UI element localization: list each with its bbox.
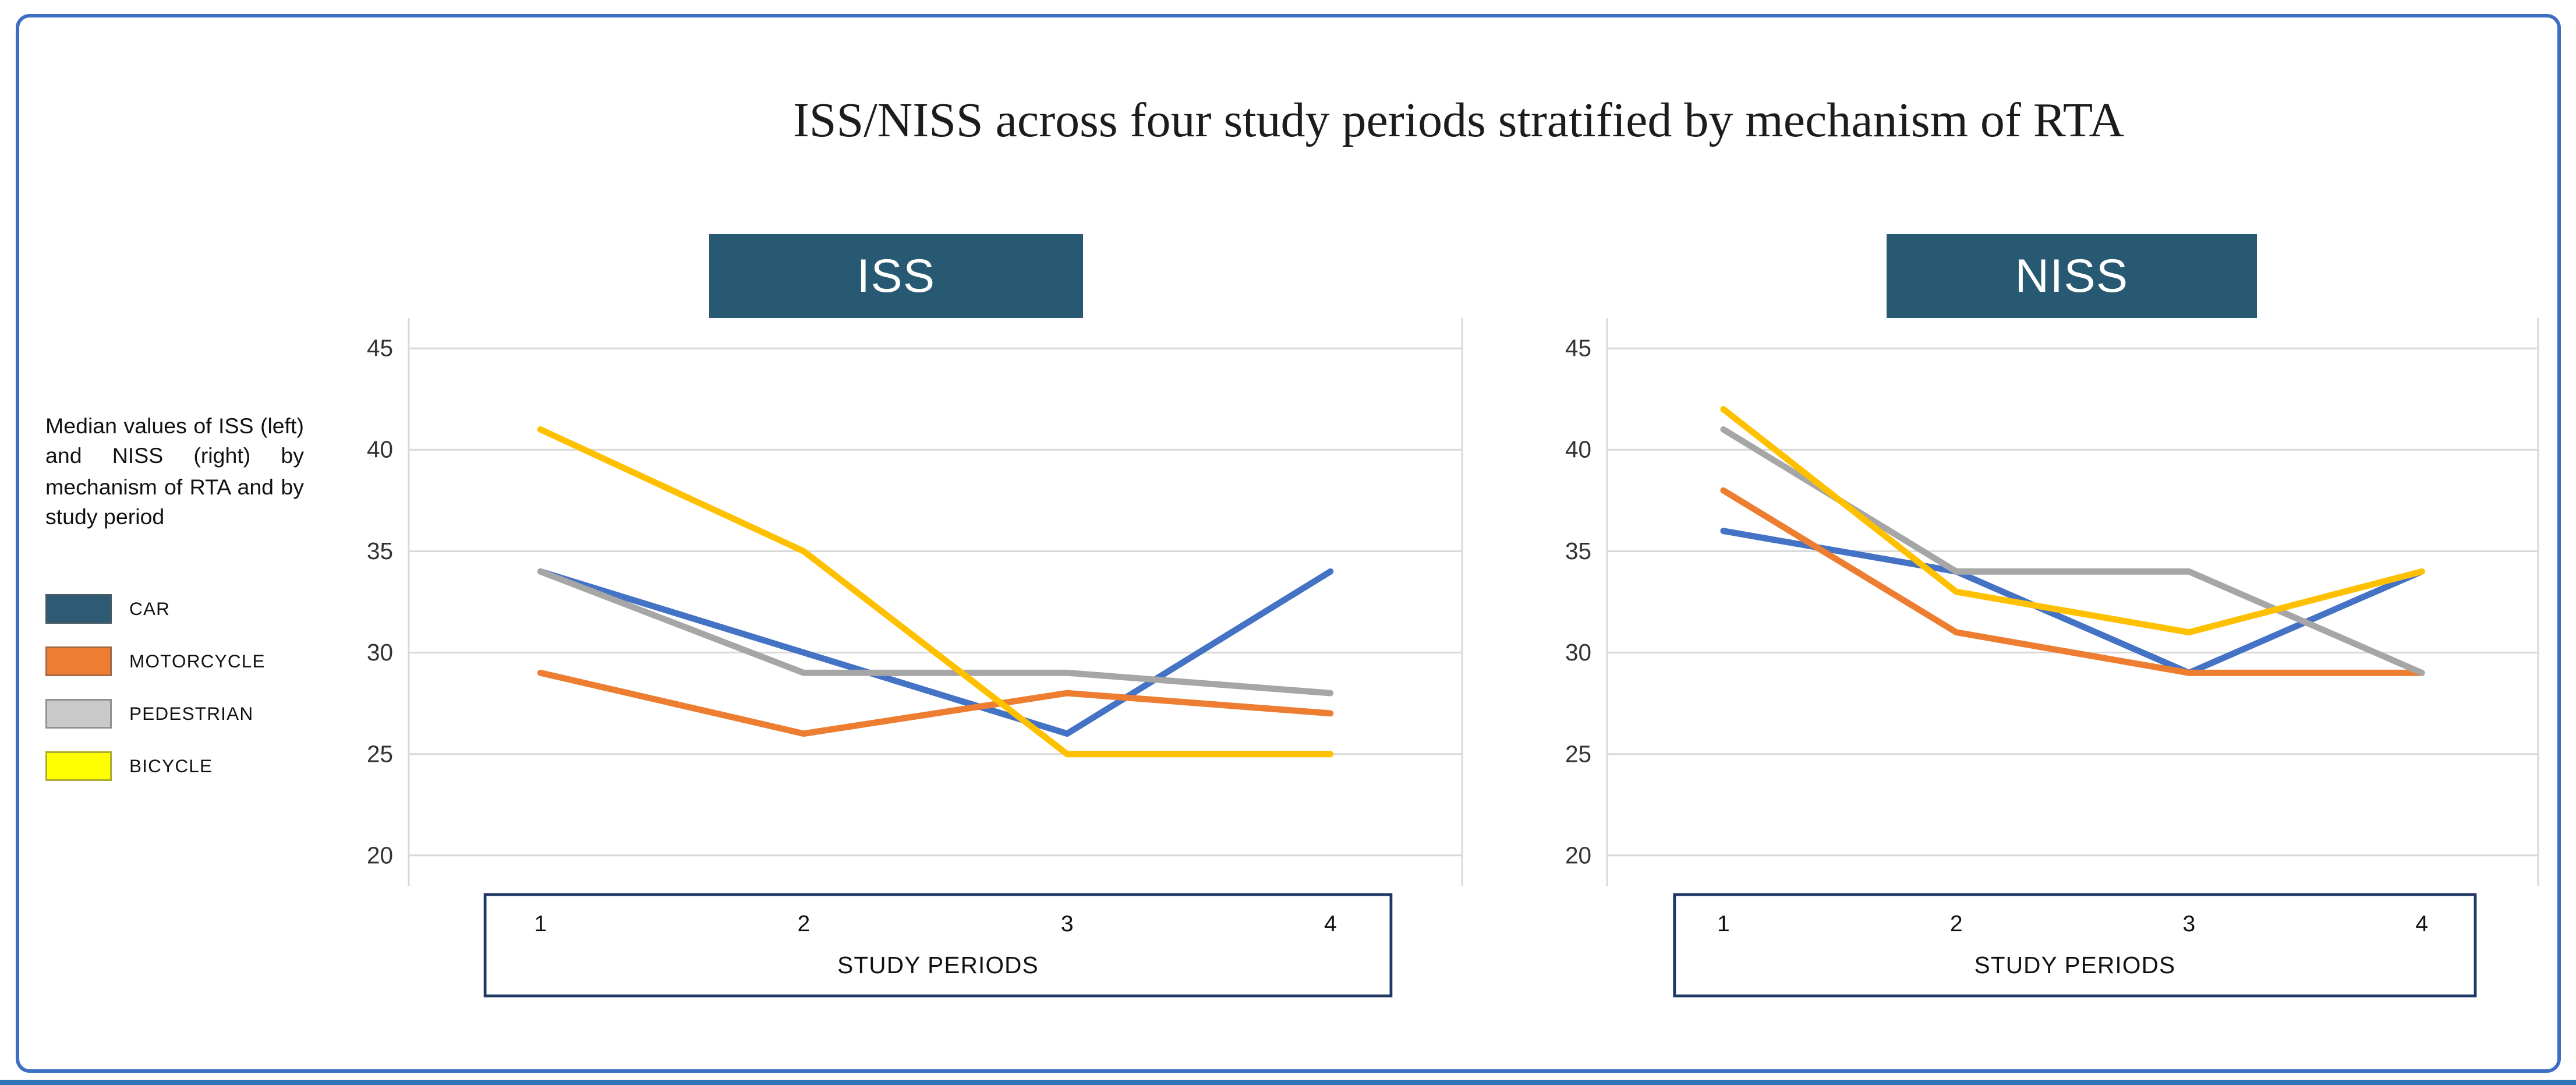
niss-chart: 20 25 30 35 40 45 1 2 3 4 STUDY PERIODS xyxy=(1534,301,2556,1029)
y-axis-tick-label: 35 xyxy=(1565,538,1591,564)
legend-label: MOTORCYCLE xyxy=(129,651,266,672)
figure-title: ISS/NISS across four study periods strat… xyxy=(792,94,2125,149)
series-line-bicycle xyxy=(1720,406,2425,636)
series-line-motorcycle xyxy=(537,669,1334,737)
niss-chart-title-badge: NISS xyxy=(1887,234,2257,318)
iss-chart-title-badge: ISS xyxy=(709,234,1083,318)
y-axis-tick-label: 40 xyxy=(367,436,393,463)
y-axis-tick-label: 35 xyxy=(367,538,393,564)
x-axis-title: STUDY PERIODS xyxy=(1975,952,2176,978)
pedestrian-color-swatch xyxy=(45,699,112,729)
y-axis-tick-label: 30 xyxy=(367,639,393,666)
x-axis-tick-label: 1 xyxy=(534,911,547,936)
bicycle-color-swatch xyxy=(45,751,112,781)
y-axis-tick-label: 20 xyxy=(1565,842,1591,868)
y-axis-tick-label: 25 xyxy=(1565,740,1591,767)
x-axis-tick-label: 1 xyxy=(1717,911,1730,936)
y-axis-tick-label: 40 xyxy=(1565,436,1591,463)
legend-label: PEDESTRIAN xyxy=(129,703,254,724)
x-axis-tick-label: 2 xyxy=(1950,911,1963,936)
x-axis-tick-label: 3 xyxy=(2182,911,2195,936)
y-axis-tick-label: 25 xyxy=(367,740,393,767)
legend-item-motorcycle: MOTORCYCLE xyxy=(45,646,266,676)
legend: CAR MOTORCYCLE PEDESTRIAN BICYCLE xyxy=(45,594,266,804)
bottom-border-rule xyxy=(0,1080,2576,1085)
legend-label: CAR xyxy=(129,598,171,620)
niss-plot-svg: 20 25 30 35 40 45 1 2 3 4 STUDY PERIODS xyxy=(1565,318,2539,998)
series-line-bicycle xyxy=(537,426,1334,758)
x-axis-tick-label: 3 xyxy=(1061,911,1074,936)
legend-label: BICYCLE xyxy=(129,755,213,777)
x-axis-tick-label: 4 xyxy=(1324,911,1337,936)
x-axis-tick-label: 2 xyxy=(797,911,810,936)
series-line-motorcycle xyxy=(1720,487,2425,676)
y-axis-tick-label: 30 xyxy=(1565,639,1591,666)
figure-caption: Median values of ISS (left) and NISS (ri… xyxy=(45,414,304,529)
series-line-car xyxy=(537,568,1334,737)
iss-plot-svg: 20 25 30 35 40 45 1 2 3 4 STUDY PERIODS xyxy=(367,318,1463,998)
x-axis-title: STUDY PERIODS xyxy=(837,952,1039,978)
iss-chart: 20 25 30 35 40 45 1 2 3 4 STUDY PERIODS xyxy=(335,301,1480,1029)
x-axis-box xyxy=(483,893,1393,998)
y-axis-tick-label: 45 xyxy=(367,335,393,362)
y-axis-tick-label: 45 xyxy=(1565,335,1591,362)
y-axis-tick-label: 20 xyxy=(367,842,393,868)
car-color-swatch xyxy=(45,594,112,624)
series-line-pedestrian xyxy=(537,568,1334,697)
x-axis-tick-label: 4 xyxy=(2415,911,2428,936)
motorcycle-color-swatch xyxy=(45,646,112,676)
legend-item-bicycle: BICYCLE xyxy=(45,751,266,781)
x-axis-box xyxy=(1673,893,2477,998)
legend-item-pedestrian: PEDESTRIAN xyxy=(45,699,266,729)
legend-item-car: CAR xyxy=(45,594,266,624)
